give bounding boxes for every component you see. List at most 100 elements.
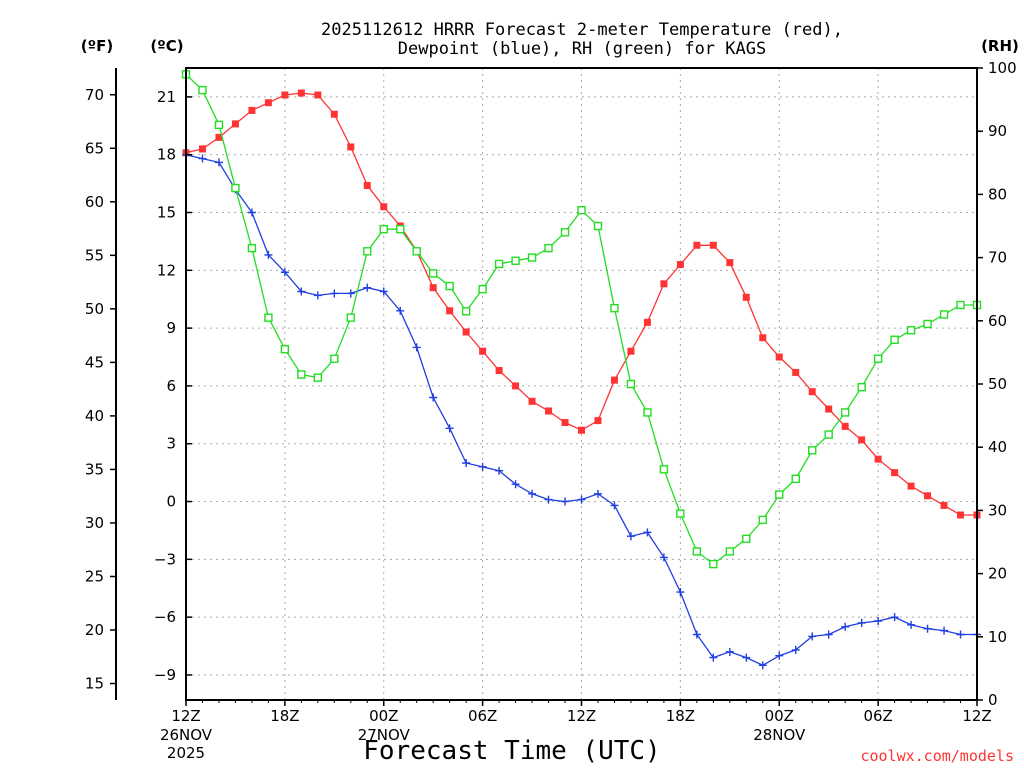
- temperature-point: [297, 89, 305, 97]
- dewpoint-point: [676, 588, 685, 597]
- temperature-point: [578, 426, 585, 434]
- dewpoint-point: [923, 624, 932, 633]
- fahrenheit-tick-label: 25: [85, 567, 104, 585]
- dewpoint-point: [841, 622, 850, 631]
- dewpoint-point: [412, 343, 421, 352]
- dewpoint-point: [346, 289, 355, 298]
- dewpoint-point: [561, 497, 570, 506]
- dewpoint-point: [445, 424, 454, 433]
- temperature-point: [627, 347, 635, 355]
- celsius-tick-label: −9: [154, 666, 176, 684]
- x-tick-label: 12Z: [962, 707, 991, 725]
- celsius-tick-label: 9: [166, 319, 176, 337]
- temperature-point: [693, 241, 701, 249]
- temperature-point: [726, 259, 734, 267]
- rh-point: [264, 313, 273, 322]
- temperature-point: [446, 307, 454, 315]
- temperature-point: [643, 318, 651, 326]
- x-tick-date-label: 28NOV: [753, 726, 806, 744]
- fahrenheit-tick-label: 70: [85, 86, 104, 104]
- rh-point: [231, 183, 240, 193]
- rh-tick-label: 0: [988, 691, 998, 709]
- dewpoint-point: [280, 268, 289, 277]
- temperature-point: [429, 284, 437, 292]
- x-tick-date-label: 27NOV: [358, 726, 411, 744]
- rh-point: [346, 313, 355, 322]
- chart-title-line1: 2025112612 HRRR Forecast 2-meter Tempera…: [321, 20, 843, 40]
- temperature-point: [363, 182, 371, 190]
- rh-point: [396, 224, 405, 234]
- celsius-unit-label: (ºC): [150, 37, 183, 55]
- celsius-tick-label: 0: [166, 493, 176, 511]
- temperature-point: [957, 511, 965, 519]
- dewpoint-point: [577, 495, 586, 504]
- temperature-point: [231, 120, 239, 128]
- fahrenheit-tick-label: 35: [85, 460, 104, 478]
- rh-point: [676, 509, 685, 518]
- rh-tick-label: 70: [988, 249, 1007, 267]
- fahrenheit-tick-label: 30: [85, 514, 104, 532]
- rh-tick-label: 10: [988, 628, 1007, 646]
- dewpoint-point: [478, 462, 487, 471]
- dewpoint-point: [692, 630, 701, 639]
- temperature-point: [940, 501, 948, 509]
- rh-point: [478, 285, 487, 294]
- rh-point: [626, 379, 636, 389]
- chart-title-line2: Dewpoint (blue), RH (green) for KAGS: [398, 39, 766, 59]
- rh-point: [873, 354, 883, 363]
- temperature-point: [660, 280, 668, 288]
- dewpoint-point: [544, 495, 553, 504]
- x-tick-date-label: 26NOV: [160, 726, 213, 744]
- rh-point: [923, 319, 932, 329]
- rh-tick-label: 80: [988, 185, 1007, 203]
- dewpoint-point: [214, 158, 223, 167]
- temperature-point: [561, 419, 569, 427]
- x-tick-year-label: 2025: [167, 744, 205, 762]
- celsius-tick-label: −6: [154, 608, 176, 626]
- dewpoint-point: [890, 613, 899, 622]
- temperature-point: [330, 110, 338, 118]
- dewpoint-point: [462, 459, 471, 467]
- temperature-point: [215, 133, 223, 141]
- fahrenheit-tick-label: 60: [85, 193, 104, 211]
- temperature-point: [742, 293, 750, 301]
- dewpoint-point: [396, 306, 405, 315]
- rh-point: [198, 85, 207, 95]
- x-tick-label: 12Z: [171, 707, 200, 725]
- dewpoint-point: [956, 630, 965, 639]
- temperature-point: [808, 388, 816, 396]
- temperature-point: [495, 367, 503, 375]
- rh-point: [791, 474, 800, 483]
- dewpoint-point: [857, 618, 866, 627]
- dewpoint-point: [824, 630, 833, 639]
- temperature-point: [462, 328, 470, 336]
- dewpoint-point: [758, 661, 767, 670]
- rh-point: [906, 326, 916, 335]
- dewpoint-point: [511, 480, 520, 489]
- rh-point: [593, 221, 603, 231]
- dewpoint-point: [626, 532, 635, 541]
- rh-point: [511, 256, 520, 265]
- credit-label: coolwx.com/models: [860, 747, 1014, 765]
- rh-point: [379, 224, 388, 234]
- temperature-point: [594, 417, 602, 425]
- celsius-tick-label: −3: [154, 550, 176, 568]
- fahrenheit-tick-label: 15: [85, 675, 104, 693]
- rh-point: [725, 547, 735, 556]
- dewpoint-point: [659, 553, 668, 562]
- dewpoint-point: [198, 154, 207, 163]
- x-tick-label: 06Z: [863, 707, 892, 725]
- dewpoint-point: [330, 289, 339, 298]
- celsius-tick-label: 3: [166, 435, 176, 453]
- dewpoint-point: [593, 489, 602, 498]
- celsius-tick-label: 21: [157, 88, 176, 106]
- x-tick-label: 06Z: [468, 707, 497, 725]
- dewpoint-point: [907, 620, 916, 629]
- rh-point: [808, 446, 817, 455]
- rh-tick-label: 90: [988, 122, 1007, 140]
- fahrenheit-unit-label: (ºF): [81, 37, 113, 55]
- rh-point: [692, 547, 702, 556]
- rh-tick-label: 50: [988, 375, 1007, 393]
- dewpoint-point: [313, 291, 322, 300]
